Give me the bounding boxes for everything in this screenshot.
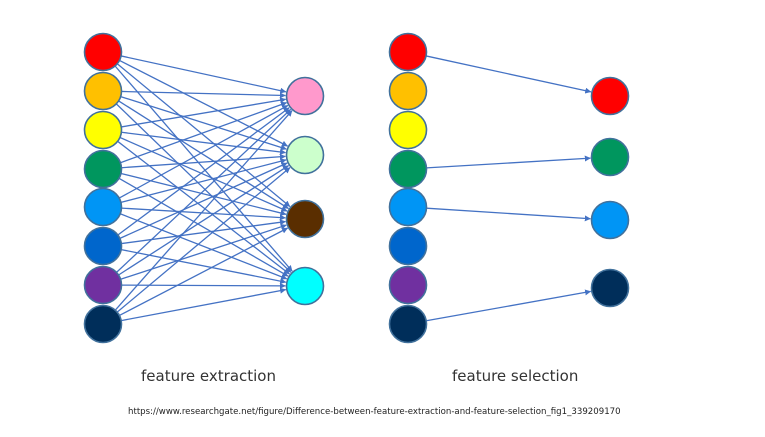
selection-input-node-blue xyxy=(388,226,428,266)
extraction-edge-green-to-mint xyxy=(121,153,286,169)
extraction-edge-blue-to-pink xyxy=(117,107,290,236)
extraction-edge-red-to-pink xyxy=(120,55,287,94)
selection-input-nodes xyxy=(388,32,428,344)
selection-output-node-navy xyxy=(590,268,630,308)
extraction-edge-red-to-cyan xyxy=(114,65,293,272)
selection-input-node-light-blue xyxy=(388,187,428,227)
selection-input-node-green xyxy=(388,149,428,189)
extraction-input-node-blue xyxy=(83,226,123,266)
extraction-edge-light-blue-to-brown xyxy=(121,207,286,221)
extraction-edge-light-blue-to-cyan xyxy=(119,213,288,280)
source-url: https://www.researchgate.net/figure/Diff… xyxy=(128,407,621,417)
extraction-output-node-brown xyxy=(285,199,325,239)
extraction-edge-green-to-brown xyxy=(120,172,287,216)
extraction-output-node-mint xyxy=(285,135,325,175)
extraction-input-nodes xyxy=(83,32,123,344)
selection-edge-red-to-red xyxy=(425,55,592,94)
extraction-edge-blue-to-mint xyxy=(119,162,288,239)
extraction-edge-orange-to-pink xyxy=(121,90,286,99)
extraction-edge-red-to-mint xyxy=(119,59,288,147)
extraction-edge-light-blue-to-pink xyxy=(118,104,289,199)
extraction-edge-yellow-to-brown xyxy=(119,136,288,212)
selection-edge-navy-to-navy xyxy=(426,289,592,322)
selection-output-node-light-blue xyxy=(590,200,630,240)
extraction-edge-purple-to-pink xyxy=(116,108,292,273)
extraction-input-node-green xyxy=(83,149,123,189)
extraction-edge-orange-to-mint xyxy=(120,95,287,151)
extraction-edge-blue-to-brown xyxy=(121,219,286,245)
extraction-edge-navy-to-pink xyxy=(114,110,293,311)
extraction-output-node-pink xyxy=(285,76,325,116)
feature-extraction-caption: feature extraction xyxy=(141,367,276,385)
extraction-input-node-yellow xyxy=(83,110,123,150)
extraction-edges xyxy=(114,55,293,322)
extraction-output-node-cyan xyxy=(285,266,325,306)
extraction-edge-green-to-cyan xyxy=(118,177,289,277)
extraction-edge-yellow-to-cyan xyxy=(117,140,290,275)
extraction-edge-blue-to-cyan xyxy=(121,248,287,285)
selection-output-node-red xyxy=(590,76,630,116)
extraction-edge-purple-to-mint xyxy=(118,165,289,276)
extraction-edge-yellow-to-pink xyxy=(121,97,287,128)
selection-input-node-yellow xyxy=(388,110,428,150)
extraction-output-nodes xyxy=(285,76,325,306)
selection-input-node-orange xyxy=(388,71,428,111)
selection-edge-green-to-green xyxy=(426,155,591,169)
selection-output-node-green xyxy=(590,137,630,177)
feature-selection-caption: feature selection xyxy=(452,367,579,385)
extraction-input-node-purple xyxy=(83,265,123,305)
extraction-input-node-red xyxy=(83,32,123,72)
extraction-edge-orange-to-cyan xyxy=(115,103,292,273)
selection-output-nodes xyxy=(590,76,630,308)
extraction-edge-orange-to-brown xyxy=(118,100,289,210)
extraction-edge-navy-to-mint xyxy=(116,167,291,313)
extraction-edge-navy-to-brown xyxy=(119,227,288,317)
selection-input-node-red xyxy=(388,32,428,72)
extraction-input-node-orange xyxy=(83,71,123,111)
extraction-input-node-navy xyxy=(83,304,123,344)
extraction-edge-purple-to-brown xyxy=(120,223,287,280)
selection-input-node-purple xyxy=(388,265,428,305)
selection-edges xyxy=(425,55,592,322)
extraction-input-node-light-blue xyxy=(83,187,123,227)
extraction-edge-green-to-pink xyxy=(120,101,287,164)
extraction-edge-navy-to-cyan xyxy=(121,287,287,322)
extraction-edge-light-blue-to-mint xyxy=(120,158,287,204)
selection-input-node-navy xyxy=(388,304,428,344)
selection-edge-light-blue-to-light-blue xyxy=(426,207,591,222)
extraction-edge-purple-to-cyan xyxy=(121,282,286,289)
